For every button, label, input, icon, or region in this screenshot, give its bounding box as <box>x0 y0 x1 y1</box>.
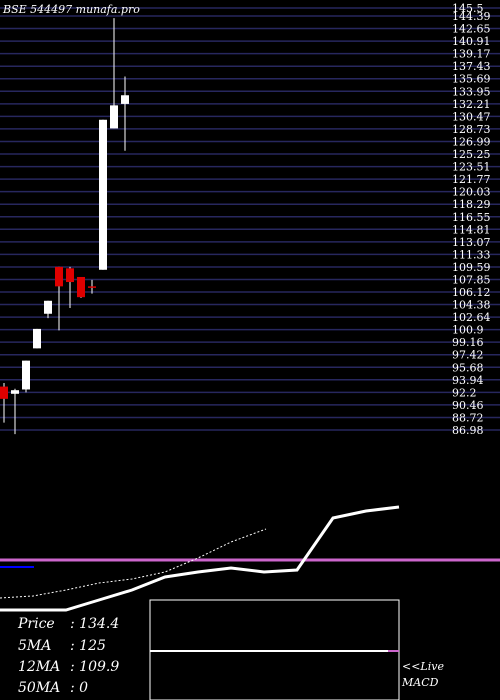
y-tick-label: 130.47 <box>452 110 491 123</box>
info-value: 109.9 <box>79 659 120 675</box>
chart-title: BSE 544497 munafa.pro <box>3 3 140 16</box>
y-tick-label: 111.33 <box>452 248 491 261</box>
info-value: 134.4 <box>79 616 120 632</box>
y-tick-label: 102.64 <box>452 311 491 324</box>
indicator-chart <box>0 505 500 700</box>
candle-body <box>44 300 52 314</box>
y-tick-label: 144.39 <box>452 10 491 23</box>
macd-label: MACD <box>402 676 439 689</box>
y-tick-label: 106.12 <box>452 286 491 299</box>
y-tick-label: 126.99 <box>452 135 491 148</box>
indicator-dashed-line <box>0 528 267 599</box>
candle-body <box>11 390 19 394</box>
price-chart: 145.5144.39142.65140.91139.17137.43135.6… <box>0 2 500 437</box>
y-tick-label: 118.29 <box>452 198 491 211</box>
info-value: 0 <box>79 680 89 696</box>
info-50ma: 50MA: 0 <box>18 680 89 696</box>
y-tick-label: 113.07 <box>452 236 491 249</box>
candle-body <box>33 328 41 349</box>
info-12ma: 12MA: 109.9 <box>18 659 120 675</box>
candle-body <box>110 105 118 129</box>
y-tick-label: 128.73 <box>452 123 491 136</box>
candle-body <box>88 286 96 288</box>
info-label: Price <box>18 616 55 632</box>
y-tick-label: 139.17 <box>452 48 491 61</box>
y-tick-label: 88.72 <box>452 411 484 424</box>
y-tick-label: 95.68 <box>452 361 484 374</box>
y-tick-label: 92.2 <box>452 386 477 399</box>
info-price: Price: 134.4 <box>18 616 120 632</box>
y-tick-label: 93.94 <box>452 374 484 387</box>
candle-body <box>99 119 107 270</box>
candle-body <box>22 360 30 390</box>
info-label: 5MA <box>18 638 52 654</box>
y-tick-label: 142.65 <box>452 23 491 36</box>
y-tick-label: 133.95 <box>452 85 491 98</box>
macd-live-label: <<Live <box>402 660 444 673</box>
y-tick-label: 137.43 <box>452 60 491 73</box>
y-tick-label: 90.46 <box>452 399 484 412</box>
indicator-line <box>0 505 400 612</box>
candle-body <box>55 266 63 287</box>
y-tick-label: 135.69 <box>452 73 491 86</box>
candle-body <box>121 95 129 104</box>
y-tick-label: 125.25 <box>452 148 491 161</box>
y-tick-label: 140.91 <box>452 35 491 48</box>
y-tick-label: 86.98 <box>452 424 484 437</box>
info-value: 125 <box>79 638 106 654</box>
y-tick-label: 145.5 <box>452 2 484 15</box>
y-tick-label: 123.51 <box>452 161 491 174</box>
candle-body <box>77 276 85 298</box>
candle-body <box>66 268 74 283</box>
y-tick-label: 121.77 <box>452 173 491 186</box>
y-tick-label: 104.38 <box>452 299 491 312</box>
y-tick-label: 120.03 <box>452 186 491 199</box>
y-tick-label: 107.85 <box>452 274 491 287</box>
y-tick-label: 97.42 <box>452 349 484 362</box>
info-5ma: 5MA: 125 <box>18 638 106 654</box>
y-tick-label: 114.81 <box>452 223 491 236</box>
info-label: 12MA <box>18 659 61 675</box>
y-tick-label: 100.9 <box>452 324 484 337</box>
info-label: 50MA <box>18 680 61 696</box>
y-tick-label: 132.21 <box>452 98 491 111</box>
y-tick-label: 116.55 <box>452 211 491 224</box>
y-tick-label: 109.59 <box>452 261 491 274</box>
y-tick-label: 99.16 <box>452 336 484 349</box>
candle-body <box>0 386 8 399</box>
